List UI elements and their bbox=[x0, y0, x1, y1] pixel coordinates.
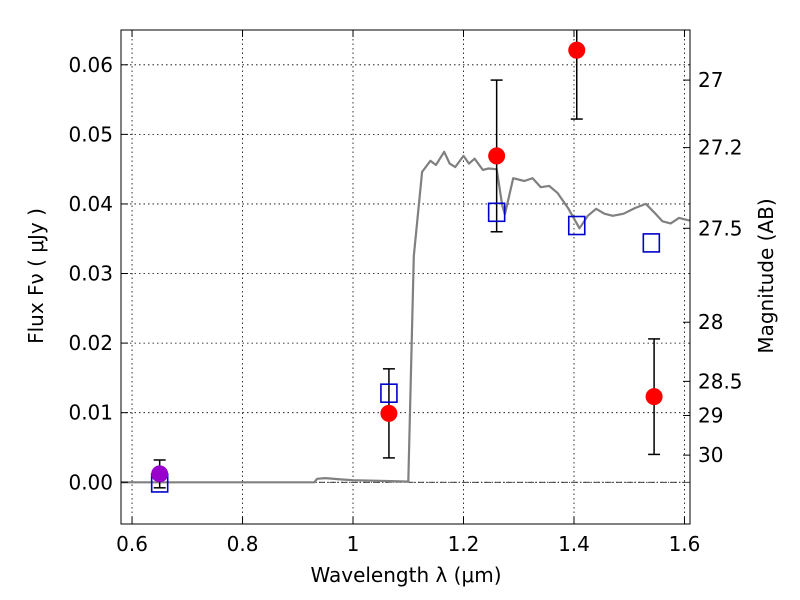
right-tick-label: 30 bbox=[698, 443, 723, 467]
y-tick-label: 0.02 bbox=[68, 331, 113, 355]
right-tick-label: 28 bbox=[698, 310, 723, 334]
y-axis-right-label: Magnitude (AB) bbox=[754, 198, 778, 353]
right-tick-label: 29 bbox=[698, 403, 723, 427]
errorbar-layer bbox=[153, 30, 661, 489]
y-axis-right: 27 27.2 27.5 28 28.5 29 30 bbox=[683, 68, 743, 467]
x-tick-label: 1.2 bbox=[448, 532, 480, 556]
grid bbox=[121, 30, 690, 524]
synthetic-square bbox=[487, 202, 506, 223]
synthetic-photometry-layer bbox=[150, 202, 661, 493]
x-tick-label: 1 bbox=[347, 532, 360, 556]
observed-points-layer bbox=[151, 41, 663, 483]
x-axis: 0.6 0.8 1 1.2 1.4 1.6 bbox=[116, 30, 700, 556]
right-tick-label: 27.5 bbox=[698, 216, 743, 240]
right-tick-label: 28.5 bbox=[698, 369, 743, 393]
data-point bbox=[645, 388, 663, 406]
y-axis-label: Flux Fν ( μJy ) bbox=[24, 208, 48, 344]
model-spectrum-layer bbox=[121, 150, 690, 484]
right-tick-label: 27.2 bbox=[698, 136, 743, 160]
y-tick-label: 0.01 bbox=[68, 401, 113, 425]
synthetic-square bbox=[567, 215, 586, 236]
data-point bbox=[488, 147, 506, 165]
y-tick-label: 0.03 bbox=[68, 262, 113, 286]
x-tick-label: 1.6 bbox=[669, 532, 701, 556]
y-tick-label: 0.00 bbox=[68, 470, 113, 494]
model-spectrum-line bbox=[121, 150, 690, 484]
data-point bbox=[380, 404, 398, 422]
data-point bbox=[151, 465, 169, 483]
data-point bbox=[568, 41, 586, 59]
synthetic-square bbox=[642, 233, 661, 253]
right-tick-label: 27 bbox=[698, 68, 723, 92]
synthetic-square bbox=[380, 383, 398, 403]
y-axis-left: 0.00 0.01 0.02 0.03 0.04 0.05 0.06 bbox=[68, 53, 128, 494]
plot-frame bbox=[120, 29, 691, 525]
x-axis-label: Wavelength λ (μm) bbox=[310, 563, 501, 587]
x-tick-label: 1.4 bbox=[558, 532, 590, 556]
y-tick-label: 0.06 bbox=[68, 53, 113, 77]
y-tick-label: 0.04 bbox=[68, 192, 113, 216]
x-tick-label: 0.8 bbox=[227, 532, 259, 556]
y-tick-label: 0.05 bbox=[68, 122, 113, 146]
x-tick-label: 0.6 bbox=[116, 532, 148, 556]
